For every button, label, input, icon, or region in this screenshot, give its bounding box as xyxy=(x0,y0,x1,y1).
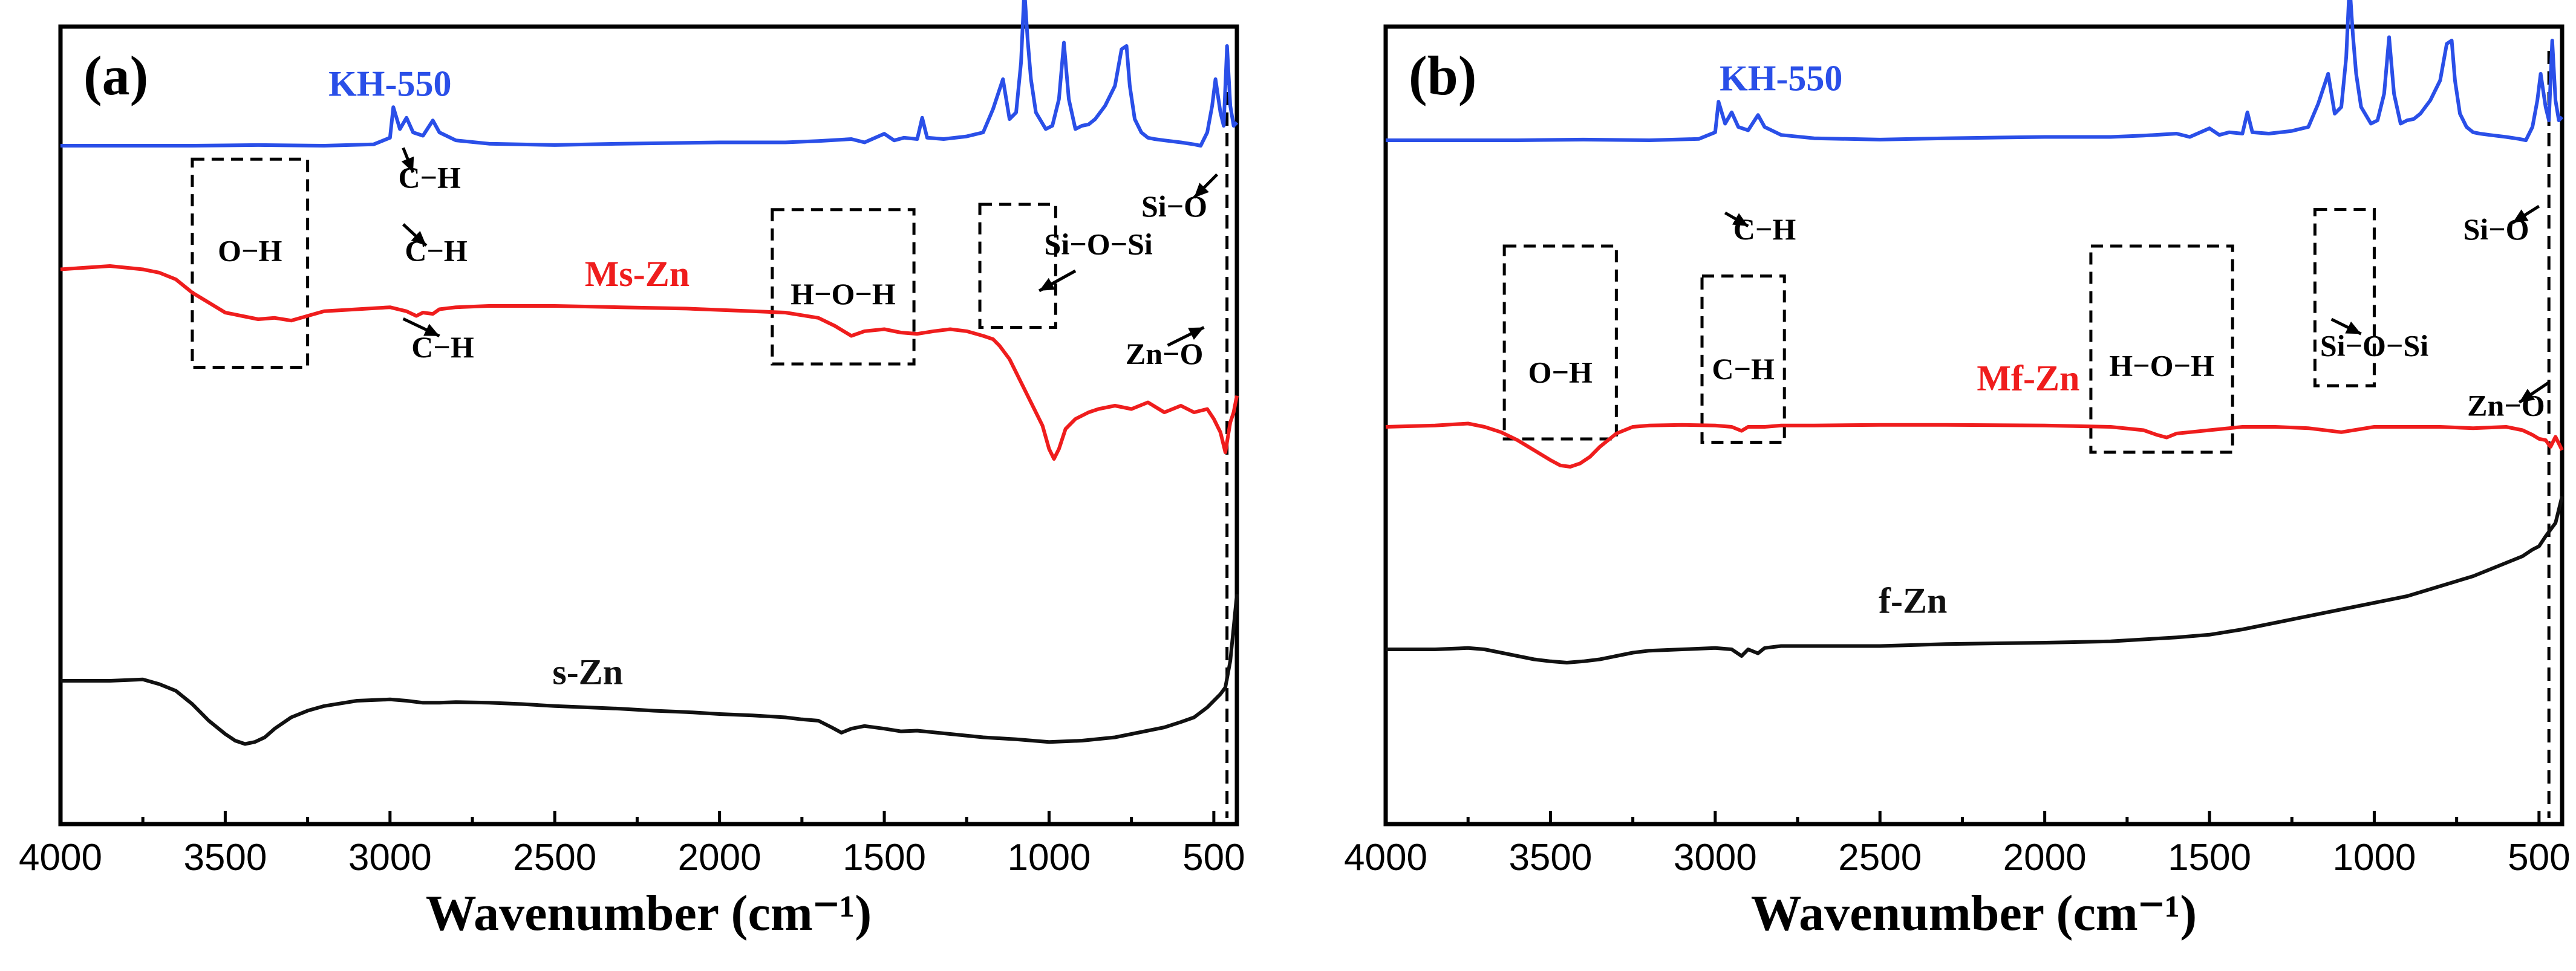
annotation-label: C−H xyxy=(405,234,468,268)
x-tick-label: 4000 xyxy=(1344,837,1427,878)
series-label: f-Zn xyxy=(1879,581,1947,621)
x-tick-label: 3500 xyxy=(1508,837,1592,878)
series-label: Ms-Zn xyxy=(585,254,690,294)
x-tick-label: 3000 xyxy=(348,837,432,878)
band-box xyxy=(978,203,1057,329)
spectrum-line-ms-zn xyxy=(60,264,1239,461)
band-label: C−H xyxy=(1712,352,1775,386)
x-tick-label: 1000 xyxy=(2332,837,2416,878)
annotation-arrowhead xyxy=(1188,327,1204,340)
band-label: O−H xyxy=(218,234,282,268)
x-axis-title: Wavenumber (cm⁻¹) xyxy=(1751,885,2197,941)
annotation-label: Zn−O xyxy=(1126,337,1204,371)
annotation-label: C−H xyxy=(398,161,461,195)
series-label: Mf-Zn xyxy=(1977,359,2079,398)
annotation-arrowhead xyxy=(1194,183,1209,198)
annotation-label: Si−O xyxy=(1141,189,1207,223)
annotation-label: C−H xyxy=(1733,212,1796,246)
spectrum-line-s-zn xyxy=(60,594,1239,746)
annotation-label: Zn−O xyxy=(2467,389,2545,423)
x-tick-label: 4000 xyxy=(19,837,102,878)
annotation-label: Si−O−Si xyxy=(1045,227,1153,261)
annotation-label: C−H xyxy=(411,330,474,364)
x-tick-label: 1500 xyxy=(2168,837,2251,878)
band-label: O−H xyxy=(1528,356,1593,389)
band-box xyxy=(1700,274,1786,444)
band-label: H−O−H xyxy=(791,277,896,311)
panel-a-chart: (a) 4000 3500 3000 2500 2000 1500 1000 500 Wavenu… xyxy=(19,0,1245,941)
band-label: H−O−H xyxy=(2109,349,2214,383)
band-box xyxy=(1502,244,1618,441)
spectrum-line-kh-550 xyxy=(1386,0,2564,142)
x-tick-label: 2000 xyxy=(2003,837,2087,878)
band-box xyxy=(771,208,916,366)
annotation-arrowhead xyxy=(423,323,440,336)
annotation-arrowhead xyxy=(1039,278,1055,291)
x-tick-label: 2500 xyxy=(1838,837,1922,878)
x-axis-title: Wavenumber (cm⁻¹) xyxy=(426,885,872,941)
annotation-arrowhead xyxy=(2345,321,2361,334)
x-tick-label: 3000 xyxy=(1674,837,1757,878)
annotation-arrowhead xyxy=(401,156,414,173)
series-label: KH-550 xyxy=(1720,59,1842,99)
annotation-label: Si−O−Si xyxy=(2320,329,2428,363)
plot-frame xyxy=(58,24,1239,826)
annotation-arrowhead xyxy=(1732,213,1749,226)
annotation-arrowhead xyxy=(2519,388,2535,403)
band-box xyxy=(2313,208,2376,388)
x-tick-label: 2500 xyxy=(513,837,596,878)
annotation-arrowhead xyxy=(411,230,426,246)
x-tick-label: 1000 xyxy=(1007,837,1091,878)
spectrum-line-kh-550 xyxy=(60,0,1239,148)
panel-label: (a) xyxy=(83,45,148,106)
annotation-label: Si−O xyxy=(2463,212,2529,246)
series-label: KH-550 xyxy=(328,64,451,104)
panel-b-chart: (b) 4000 3500 3000 2500 2000 1500 1000 500 Wavenu… xyxy=(1344,0,2571,941)
band-box xyxy=(191,157,310,369)
x-tick-label: 1500 xyxy=(843,837,926,878)
x-tick-label: 500 xyxy=(2508,837,2570,878)
annotation-arrowhead xyxy=(2512,209,2529,223)
panel-label: (b) xyxy=(1409,45,1476,106)
spectrum-line-mf-zn xyxy=(1385,421,2564,469)
x-tick-label: 2000 xyxy=(678,837,761,878)
x-tick-label: 3500 xyxy=(183,837,267,878)
x-tick-label: 500 xyxy=(1182,837,1245,878)
spectrum-line-f-zn xyxy=(1386,496,2564,664)
series-label: s-Zn xyxy=(552,652,623,692)
